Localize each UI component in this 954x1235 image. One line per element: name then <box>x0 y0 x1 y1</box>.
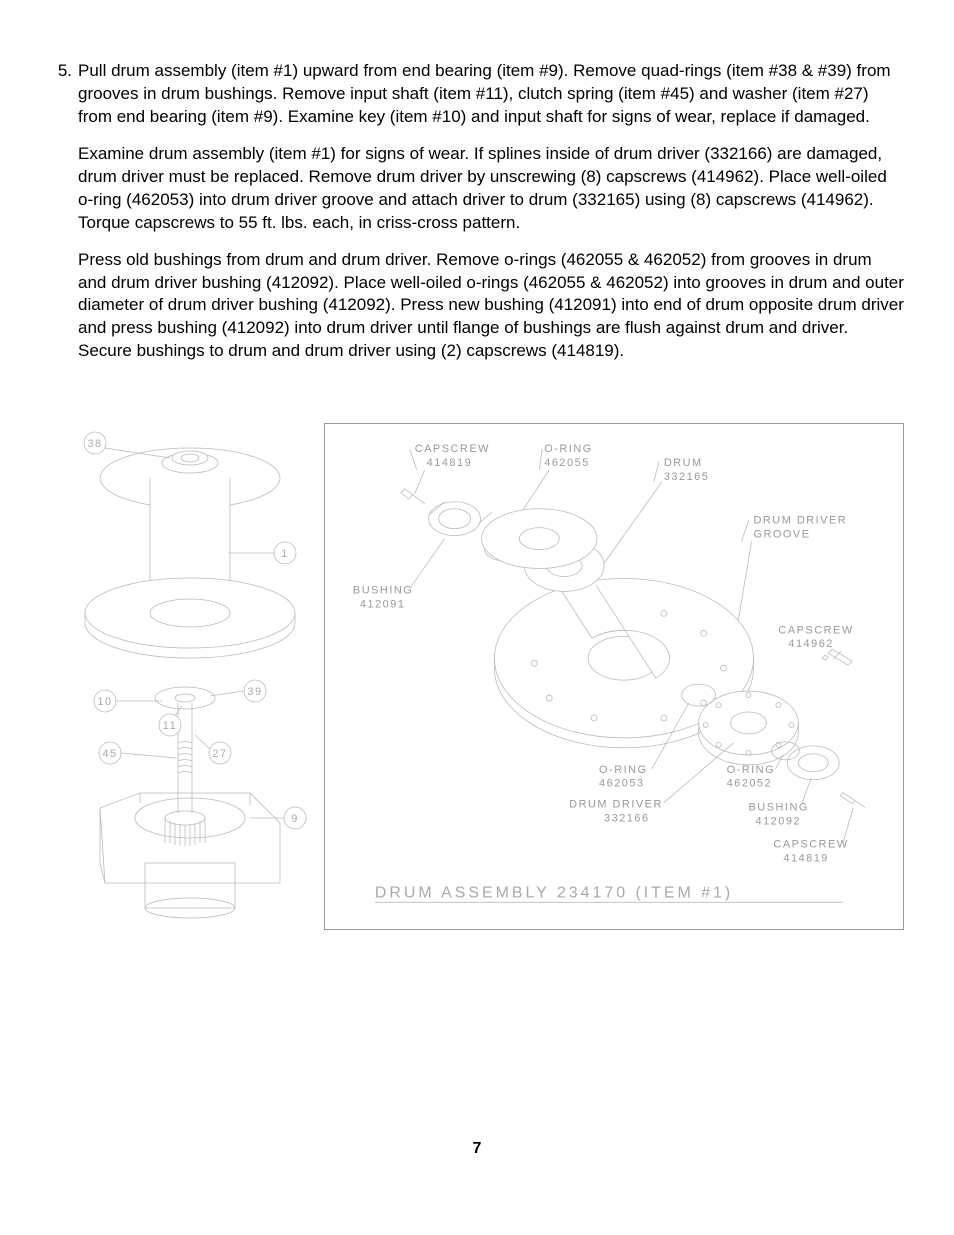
svg-text:BUSHING: BUSHING <box>353 585 413 597</box>
step-5-p3: Press old bushings from drum and drum dr… <box>78 249 904 364</box>
svg-text:462053: 462053 <box>599 778 645 790</box>
svg-text:45: 45 <box>102 748 117 760</box>
svg-text:GROOVE: GROOVE <box>753 529 810 541</box>
svg-text:11: 11 <box>163 720 177 732</box>
svg-text:BUSHING: BUSHING <box>749 802 809 814</box>
step-5-p1: Pull drum assembly (item #1) upward from… <box>78 60 904 129</box>
svg-text:CAPSCREW: CAPSCREW <box>415 443 490 455</box>
svg-text:DRUM ASSEMBLY 234170 (ITEM: DRUM ASSEMBLY 234170 (ITEM #1) <box>375 885 733 902</box>
svg-text:O-RING: O-RING <box>544 443 593 455</box>
svg-text:O-RING: O-RING <box>727 764 776 776</box>
svg-text:CAPSCREW: CAPSCREW <box>773 839 848 851</box>
svg-text:462055: 462055 <box>544 457 590 469</box>
figure-left: 38 1 10 39 11 45 27 9 <box>50 423 310 930</box>
svg-text:CAPSCREW: CAPSCREW <box>778 625 853 637</box>
svg-text:332165: 332165 <box>664 471 710 483</box>
svg-text:9: 9 <box>291 813 299 825</box>
svg-text:27: 27 <box>212 748 227 760</box>
svg-text:414819: 414819 <box>783 853 829 865</box>
svg-text:DRUM: DRUM <box>664 457 703 469</box>
step-5: 5. Pull drum assembly (item #1) upward f… <box>50 60 904 129</box>
svg-text:1: 1 <box>281 548 289 560</box>
step-number: 5. <box>50 60 78 129</box>
svg-text:412092: 412092 <box>755 816 801 828</box>
step-5-p2: Examine drum assembly (item #1) for sign… <box>78 143 904 235</box>
svg-text:414819: 414819 <box>427 457 473 469</box>
svg-text:332166: 332166 <box>604 813 650 825</box>
svg-text:414962: 414962 <box>788 638 834 650</box>
svg-text:DRUM DRIVER: DRUM DRIVER <box>569 799 663 811</box>
svg-text:O-RING: O-RING <box>599 764 648 776</box>
svg-text:DRUM DRIVER: DRUM DRIVER <box>753 515 847 527</box>
svg-text:10: 10 <box>97 696 112 708</box>
svg-text:39: 39 <box>247 686 262 698</box>
figures-row: 38 1 10 39 11 45 27 9 CAPSCREW <box>50 423 904 930</box>
page-number: 7 <box>0 1138 954 1160</box>
figure-right: CAPSCREW 414819 O-RING 462055 DRUM 33216… <box>324 423 904 930</box>
svg-text:38: 38 <box>87 438 102 450</box>
svg-text:462052: 462052 <box>727 778 773 790</box>
svg-text:412091: 412091 <box>360 599 406 611</box>
